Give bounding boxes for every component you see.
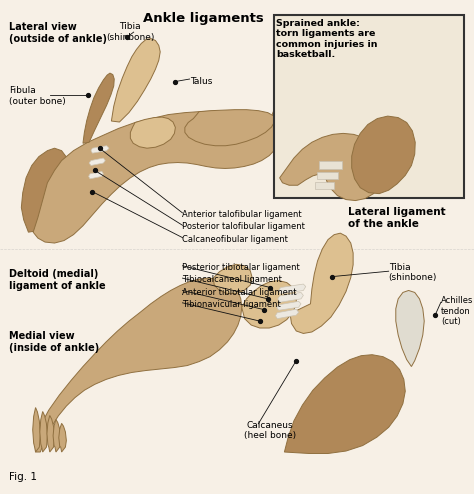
Polygon shape [316, 103, 332, 124]
Polygon shape [275, 309, 299, 319]
Polygon shape [59, 423, 66, 452]
Polygon shape [287, 103, 308, 124]
Text: Fibula
(outer bone): Fibula (outer bone) [9, 86, 66, 106]
Text: Calcaneofibular ligament: Calcaneofibular ligament [182, 235, 288, 244]
Polygon shape [317, 172, 338, 179]
Polygon shape [33, 408, 40, 452]
Polygon shape [396, 290, 424, 367]
Polygon shape [278, 292, 303, 302]
Text: Anterior tibiotalar ligament: Anterior tibiotalar ligament [182, 288, 297, 296]
Polygon shape [91, 146, 109, 153]
Text: Lateral ligament
of the ankle: Lateral ligament of the ankle [348, 207, 446, 229]
Bar [274, 15, 464, 198]
Text: Lateral view
(outside of ankle): Lateral view (outside of ankle) [9, 22, 108, 44]
Text: Tibionavicular ligament: Tibionavicular ligament [182, 300, 281, 309]
Polygon shape [89, 158, 105, 165]
Text: Tibia
(shinbone): Tibia (shinbone) [106, 22, 155, 41]
Polygon shape [36, 278, 242, 452]
Text: Ankle ligaments: Ankle ligaments [144, 12, 264, 25]
Text: Talus: Talus [190, 77, 212, 85]
Polygon shape [185, 110, 275, 146]
Text: Tibia
(shinbone): Tibia (shinbone) [389, 263, 437, 282]
Text: Posterior talofibular ligament: Posterior talofibular ligament [182, 222, 305, 231]
Text: Anterior talofibular ligament: Anterior talofibular ligament [182, 210, 302, 219]
Text: Tibiocalcaneal ligament: Tibiocalcaneal ligament [182, 275, 283, 284]
Polygon shape [352, 116, 415, 194]
Polygon shape [315, 182, 334, 189]
Polygon shape [53, 419, 61, 452]
Polygon shape [111, 39, 160, 122]
Polygon shape [273, 103, 297, 124]
Polygon shape [242, 281, 296, 328]
Polygon shape [21, 148, 71, 232]
Polygon shape [280, 133, 385, 201]
Text: Medial view
(inside of ankle): Medial view (inside of ankle) [9, 331, 100, 353]
Text: Deltoid (medial)
ligament of ankle: Deltoid (medial) ligament of ankle [9, 269, 106, 291]
Polygon shape [40, 412, 47, 452]
Polygon shape [299, 103, 318, 124]
Text: Sprained ankle:
torn ligaments are
common injuries in
basketball.: Sprained ankle: torn ligaments are commo… [276, 19, 377, 59]
Text: Fig. 1: Fig. 1 [9, 472, 37, 482]
Polygon shape [130, 117, 175, 148]
Text: Calcaneus
(heel bone): Calcaneus (heel bone) [244, 421, 296, 440]
Text: Achilles
tendon
(cut): Achilles tendon (cut) [441, 296, 473, 326]
Polygon shape [277, 301, 301, 310]
Polygon shape [319, 161, 342, 169]
Polygon shape [290, 233, 353, 333]
Polygon shape [83, 73, 114, 143]
Polygon shape [33, 111, 280, 243]
Text: Posterior tibiotalar ligament: Posterior tibiotalar ligament [182, 263, 300, 272]
Polygon shape [89, 171, 103, 179]
Polygon shape [213, 264, 252, 293]
Polygon shape [284, 355, 405, 453]
Polygon shape [308, 103, 326, 124]
Polygon shape [279, 284, 306, 294]
Polygon shape [47, 415, 55, 452]
